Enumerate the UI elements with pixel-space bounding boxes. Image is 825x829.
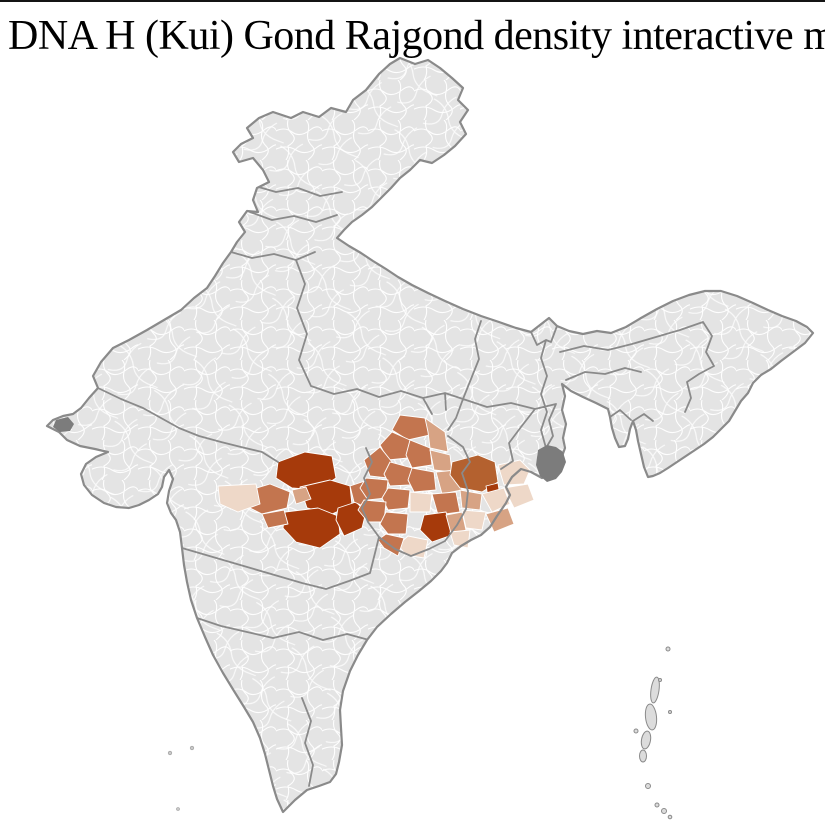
state-boundaries <box>97 185 715 787</box>
district-e7[interactable] <box>461 509 487 531</box>
district-c4[interactable] <box>405 439 433 469</box>
page-title: DNA H (Kui) Gond Rajgond density interac… <box>8 13 825 59</box>
national-outline <box>45 56 815 814</box>
district-c3[interactable] <box>379 431 411 461</box>
district-c8[interactable] <box>407 467 437 493</box>
district-e6[interactable] <box>503 483 535 509</box>
district-e4[interactable] <box>459 489 483 511</box>
andaman-nicobar-islands <box>633 646 673 820</box>
district-c1[interactable] <box>391 414 431 441</box>
district-w9[interactable] <box>217 483 261 513</box>
district-c11[interactable] <box>381 487 411 511</box>
district-c15[interactable] <box>379 511 409 535</box>
district-w8[interactable] <box>261 509 289 529</box>
district-c16[interactable] <box>419 511 453 543</box>
district-c2[interactable] <box>424 417 449 453</box>
district-c12[interactable] <box>409 491 433 513</box>
district-c6[interactable] <box>363 446 393 479</box>
district-w5[interactable] <box>282 507 341 549</box>
district-c7[interactable] <box>383 461 413 487</box>
district-w4[interactable] <box>291 486 312 505</box>
top-border-rule <box>0 0 825 2</box>
density-districts-layer[interactable] <box>217 414 535 559</box>
delta-patches <box>53 417 566 482</box>
lakshadweep-islands <box>167 745 195 811</box>
